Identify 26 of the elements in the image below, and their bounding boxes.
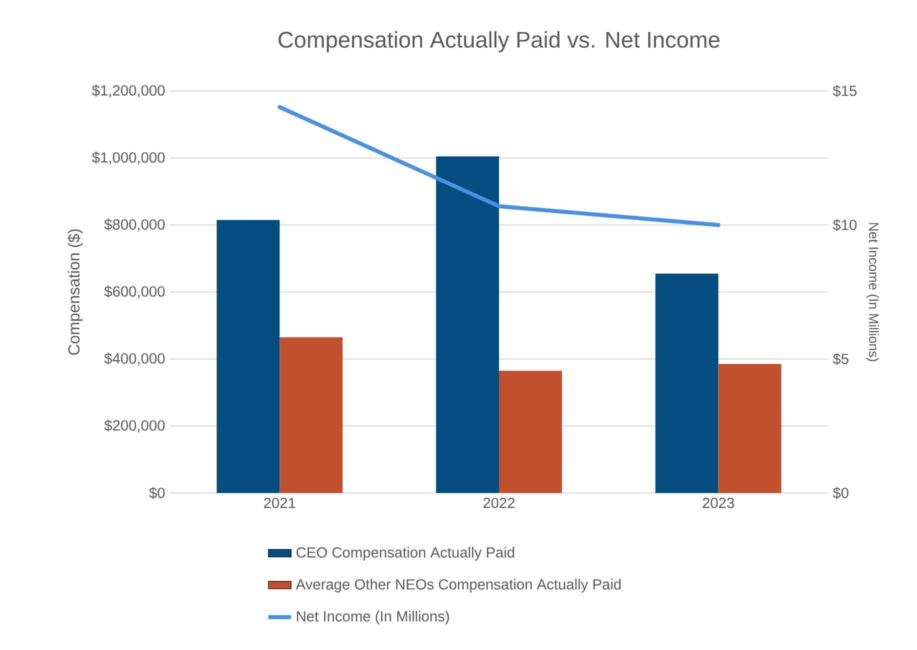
y-tick-label: $1,200,000 bbox=[92, 84, 165, 98]
y2-tick-label: $15 bbox=[832, 85, 857, 97]
x-tick-label: 2021 bbox=[264, 498, 296, 508]
y2-axis-title: Net Income (In Millions) bbox=[866, 223, 879, 362]
bar bbox=[718, 364, 782, 493]
y-axis-title: Compensation ($) bbox=[68, 229, 83, 355]
x-tick-label: 2022 bbox=[483, 498, 515, 508]
x-tick-label: 2023 bbox=[702, 498, 734, 508]
y-tick-label: $400,000 bbox=[104, 352, 165, 366]
y-tick-label: $600,000 bbox=[104, 286, 165, 298]
legend-label: Average Other NEOs Compensation Actually Paid bbox=[296, 578, 621, 592]
bar bbox=[436, 156, 500, 493]
chart-title: Compensation Actually Paid vs. Net Income bbox=[278, 31, 720, 52]
legend-label: CEO Compensation Actually Paid bbox=[296, 546, 514, 560]
y-tick-label: $800,000 bbox=[104, 218, 165, 232]
legend-label: Net Income (In Millions) bbox=[297, 610, 449, 624]
y2-tick-label: $5 bbox=[832, 353, 848, 365]
y2-tick-label: $10 bbox=[832, 219, 857, 231]
bar bbox=[655, 274, 718, 493]
bar bbox=[280, 337, 343, 493]
y-tick-label: $1,000,000 bbox=[92, 152, 165, 164]
y2-tick-label: $0 bbox=[832, 487, 848, 499]
bar bbox=[216, 220, 280, 493]
y-tick-label: $0 bbox=[149, 487, 165, 499]
bar bbox=[499, 370, 562, 493]
y-tick-label: $200,000 bbox=[104, 420, 165, 432]
